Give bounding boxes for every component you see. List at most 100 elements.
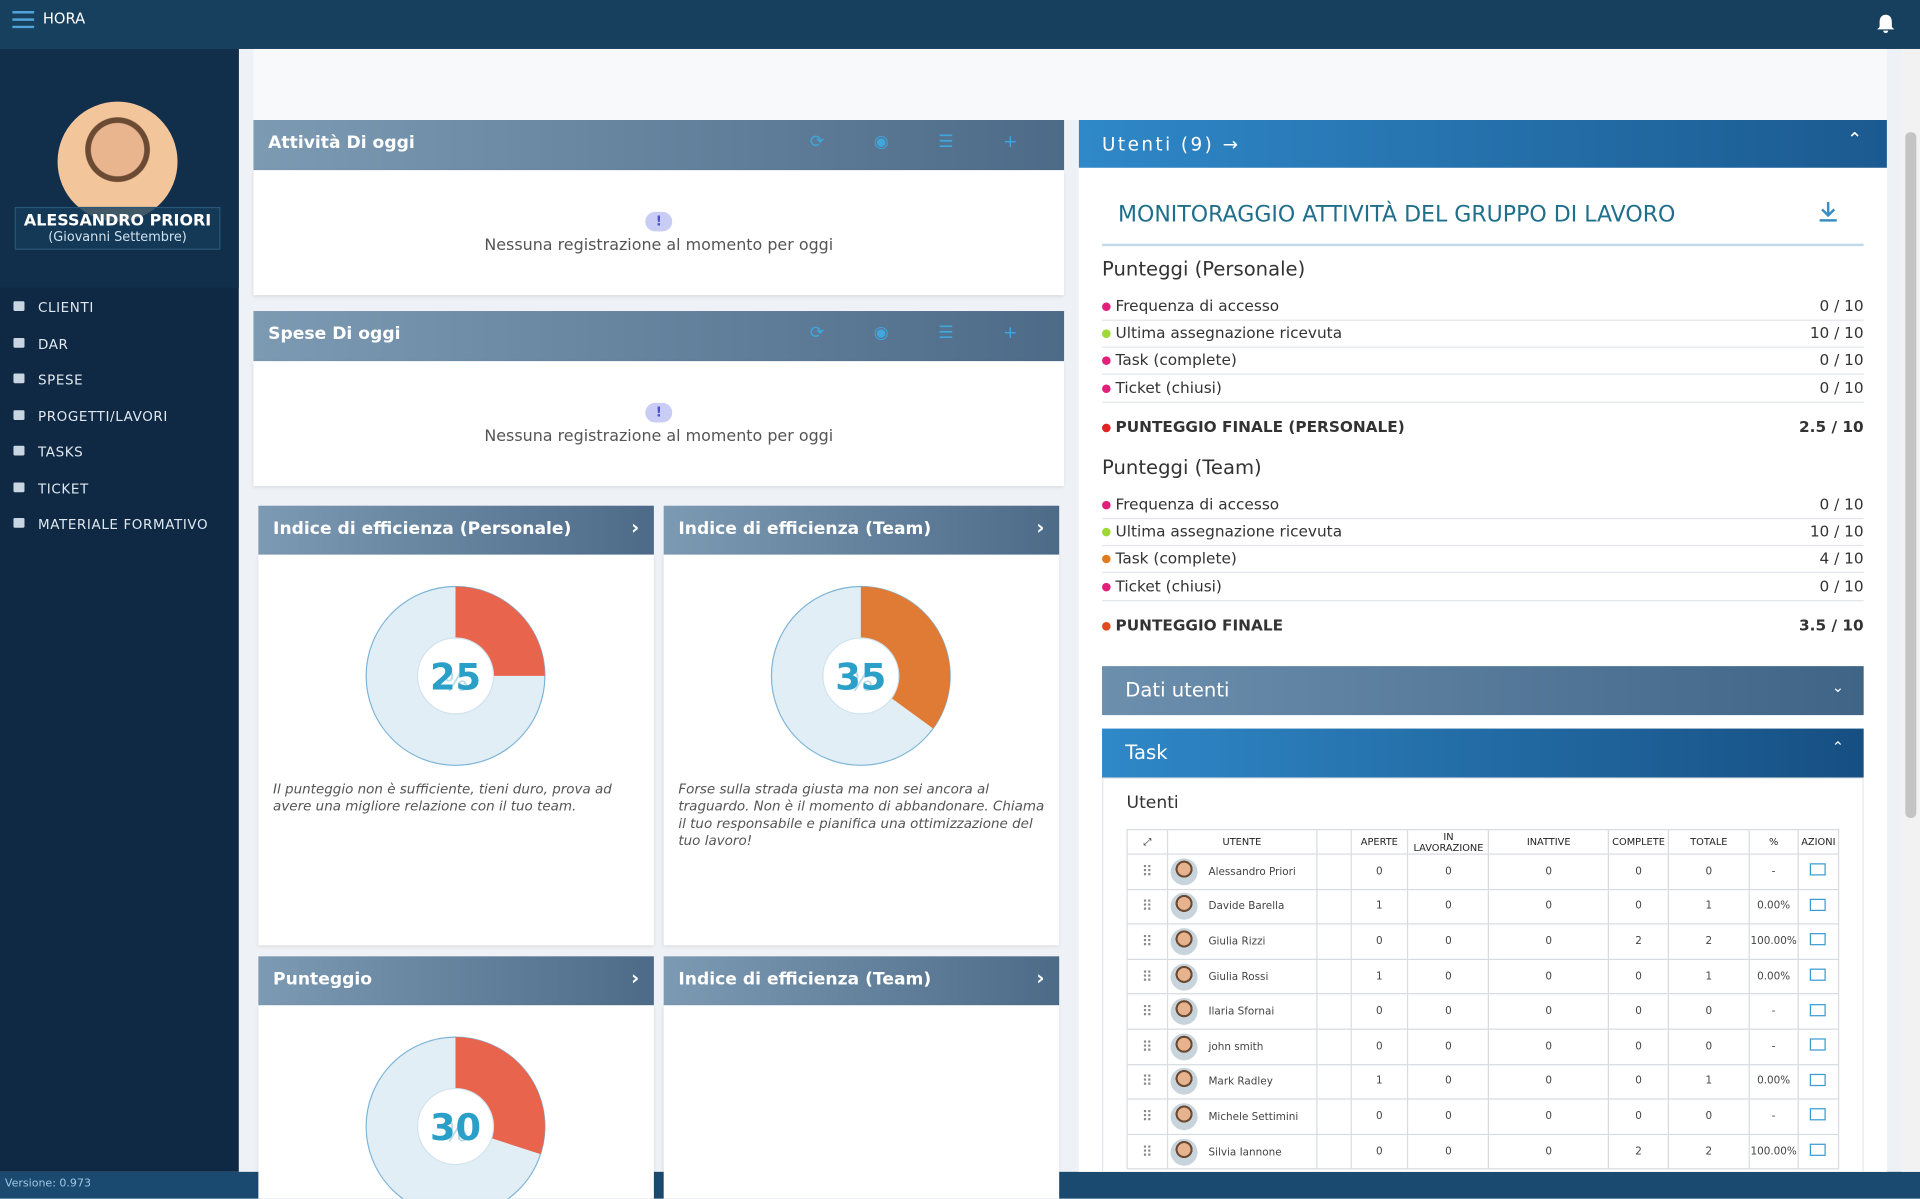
menu-item[interactable]: MATERIALE FORMATIVO bbox=[0, 511, 239, 545]
table-cell: 0.00% bbox=[1748, 1063, 1799, 1100]
card-header[interactable]: Indice di efficienza (Team) › bbox=[663, 956, 1060, 1006]
table-cell: 0 bbox=[1407, 1063, 1490, 1100]
download[interactable] bbox=[1818, 201, 1838, 223]
score-value: 2.5 / 10 bbox=[1799, 417, 1864, 436]
table-row: ⠿ Giulia Rossi 1 0 0 0 1 0.00% bbox=[1126, 958, 1840, 995]
action-cell[interactable] bbox=[1797, 993, 1840, 1030]
panel-tools: ⟳ ◉ ☰ + bbox=[809, 132, 1040, 152]
gauge-slice bbox=[860, 586, 951, 729]
table-cell: 0 bbox=[1667, 1028, 1750, 1065]
score-row: Frequenza di accesso 0 / 10 bbox=[1102, 296, 1864, 321]
panel-body: ! Nessuna registrazione al momento per og… bbox=[253, 170, 1065, 296]
menu-label: DAR bbox=[37, 336, 69, 353]
spacer-cell bbox=[1315, 1133, 1352, 1170]
card-body: % 35 Forse sulla strada giusta ma non sei … bbox=[663, 554, 1060, 946]
action-cell[interactable] bbox=[1797, 1063, 1840, 1100]
menu-icon[interactable] bbox=[12, 10, 35, 30]
data-header[interactable]: Dati utenti ⌄ bbox=[1102, 666, 1864, 716]
gauge-unit: % bbox=[443, 1117, 469, 1148]
users-header[interactable]: Utenti (9) → ⌃ bbox=[1078, 120, 1887, 168]
score-row: Task (complete) 4 / 10 bbox=[1102, 549, 1864, 574]
table-cell: 2 bbox=[1607, 923, 1670, 960]
drag-handle[interactable]: ⠿ bbox=[1126, 923, 1169, 960]
score-label: Ticket (chiusi) bbox=[1115, 576, 1222, 595]
table-cell: 2 bbox=[1667, 923, 1750, 960]
table-row: ⠿ Davide Barella 1 0 0 0 1 0.00% bbox=[1126, 888, 1840, 925]
column-header: TOTALE bbox=[1667, 828, 1750, 855]
menu-label: SPESE bbox=[37, 372, 84, 389]
spacer-cell bbox=[1315, 1063, 1352, 1100]
column-header: UTENTE bbox=[1166, 828, 1318, 855]
table-cell: 0 bbox=[1607, 993, 1670, 1030]
chevron: › bbox=[1036, 966, 1045, 990]
table-cell: 0 bbox=[1350, 1028, 1409, 1065]
action-icon bbox=[1810, 1003, 1827, 1016]
card-body: % 30 bbox=[258, 1005, 654, 1199]
table-cell: 100.00% bbox=[1748, 1133, 1799, 1170]
profile: ALESSANDRO PRIORI (Giovanni Settembre) bbox=[0, 48, 239, 288]
action-cell[interactable] bbox=[1797, 888, 1840, 925]
table-cell: - bbox=[1748, 1098, 1799, 1135]
bullet bbox=[1102, 329, 1111, 339]
version: Versione: 0.973 bbox=[4, 1177, 91, 1191]
spacer-cell bbox=[1315, 1028, 1352, 1065]
bullet bbox=[1102, 302, 1111, 312]
drag-handle[interactable]: ⠿ bbox=[1126, 958, 1169, 995]
action-cell[interactable] bbox=[1797, 1028, 1840, 1065]
action-cell[interactable] bbox=[1797, 1098, 1840, 1135]
table-cell: 100.00% bbox=[1748, 923, 1799, 960]
gauge-hole bbox=[416, 637, 495, 715]
table-cell: - bbox=[1748, 1028, 1799, 1065]
user-avatar bbox=[1170, 1033, 1198, 1061]
table-cell: 0 bbox=[1607, 958, 1670, 995]
drag-handle[interactable]: ⠿ bbox=[1126, 1098, 1169, 1135]
top-strip bbox=[253, 48, 1887, 121]
user-cell: Alessandro Priori bbox=[1166, 853, 1318, 890]
panel-body: ! Nessuna registrazione al momento per og… bbox=[253, 361, 1065, 487]
drag-handle[interactable]: ⠿ bbox=[1126, 1063, 1169, 1100]
score-row: PUNTEGGIO FINALE 3.5 / 10 bbox=[1102, 616, 1864, 640]
menu-item[interactable]: CLIENTI bbox=[0, 294, 239, 328]
score-value: 10 / 10 bbox=[1809, 323, 1864, 342]
score-value: 0 / 10 bbox=[1819, 494, 1864, 514]
column-header: INATTIVE bbox=[1488, 828, 1610, 855]
menu-item[interactable]: TASKS bbox=[0, 438, 239, 472]
score-value: 4 / 10 bbox=[1819, 549, 1864, 568]
drag-handle[interactable]: ⠿ bbox=[1126, 1133, 1169, 1170]
score-label: PUNTEGGIO FINALE (PERSONALE) bbox=[1115, 417, 1405, 436]
action-icon bbox=[1810, 1073, 1827, 1086]
action-cell[interactable] bbox=[1797, 1133, 1840, 1170]
gauge-note: Il punteggio non è sufficiente, tieni du… bbox=[273, 781, 612, 815]
score-value: 0 / 10 bbox=[1819, 350, 1864, 370]
drag-handle[interactable]: ⠿ bbox=[1126, 993, 1169, 1030]
table-cell: 0 bbox=[1407, 1028, 1490, 1065]
menu-item[interactable]: TICKET bbox=[0, 474, 239, 508]
drag-handle[interactable]: ⠿ bbox=[1126, 853, 1169, 890]
bell[interactable] bbox=[1876, 13, 1896, 34]
empty-icon: ! bbox=[645, 402, 673, 423]
score-value: 0 / 10 bbox=[1819, 296, 1864, 315]
chevron: › bbox=[1036, 515, 1045, 539]
menu-item[interactable]: SPESE bbox=[0, 366, 239, 400]
scroll-thumb[interactable] bbox=[1905, 132, 1917, 818]
panel-title: Attività Di oggi bbox=[268, 133, 415, 154]
card-header[interactable]: Punteggio › bbox=[258, 956, 654, 1006]
menu-icon bbox=[13, 481, 25, 492]
table-cell: 0 bbox=[1667, 993, 1750, 1030]
menu-item[interactable]: DAR bbox=[0, 330, 239, 364]
task-header[interactable]: Task ⌃ bbox=[1102, 728, 1864, 778]
action-cell[interactable] bbox=[1797, 923, 1840, 960]
drag-handle[interactable]: ⠿ bbox=[1126, 888, 1169, 925]
user-avatar bbox=[1170, 1068, 1198, 1096]
user-name: Giulia Rizzi bbox=[1208, 936, 1266, 949]
drag-handle[interactable]: ⠿ bbox=[1126, 1028, 1169, 1065]
users-title: Utenti (9) bbox=[1102, 133, 1215, 156]
card-header[interactable]: Indice di efficienza (Team) › bbox=[663, 505, 1060, 555]
menu-item[interactable]: PROGETTI/LAVORI bbox=[0, 402, 239, 436]
user-name: Mark Radley bbox=[1208, 1076, 1273, 1089]
action-cell[interactable] bbox=[1797, 853, 1840, 890]
action-cell[interactable] bbox=[1797, 958, 1840, 995]
table-cell: 1 bbox=[1350, 958, 1409, 995]
card-header[interactable]: Indice di efficienza (Personale) › bbox=[258, 505, 654, 555]
card-title: Punteggio bbox=[273, 969, 373, 990]
